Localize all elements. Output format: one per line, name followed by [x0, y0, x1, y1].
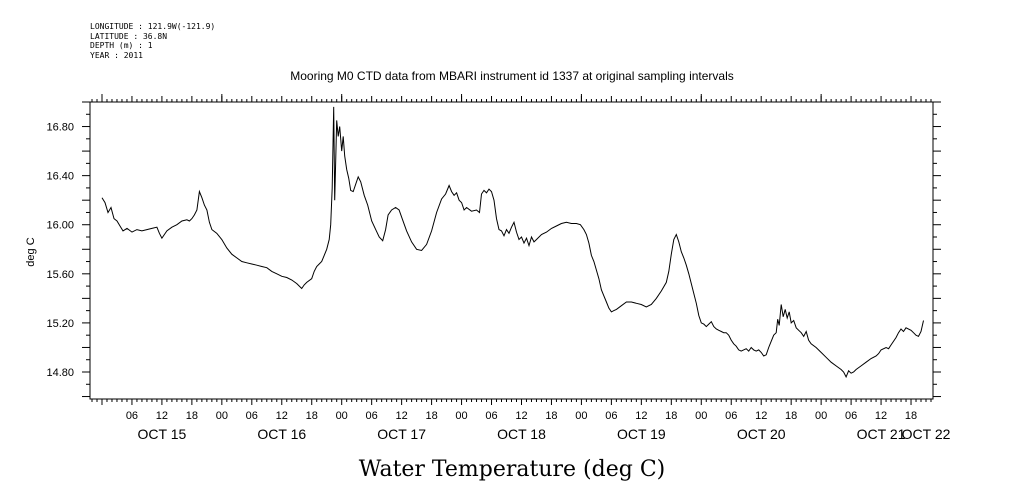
x-hour-label: 00 — [695, 410, 707, 422]
axes-group: 14.80 15.20 15.60 16.00 16.40 16.80 06 12 18 00 06… — [46, 94, 951, 442]
plot-frame — [89, 101, 934, 400]
x-day-label: OCT 15 — [138, 426, 187, 442]
y-tick-label: 16.00 — [46, 220, 74, 232]
series-group — [101, 106, 924, 379]
x-hour-label: 12 — [156, 410, 168, 422]
x-hour-label: 00 — [216, 410, 228, 422]
y-tick-label: 16.40 — [46, 171, 74, 183]
x-hour-label: 18 — [186, 410, 198, 422]
x-day-label: OCT 21 — [857, 426, 906, 442]
x-hour-label: 06 — [366, 410, 378, 422]
x-hour-label: 06 — [485, 410, 497, 422]
x-hour-label: 12 — [755, 410, 767, 422]
x-hour-label: 18 — [306, 410, 318, 422]
x-hour-label: 06 — [845, 410, 857, 422]
x-hour-label: 18 — [905, 410, 917, 422]
x-day-label: OCT 19 — [617, 426, 666, 442]
x-hour-label: 12 — [276, 410, 288, 422]
chart-title: Mooring M0 CTD data from MBARI instrumen… — [290, 69, 734, 83]
x-axis-label: Water Temperature (deg C) — [359, 457, 666, 482]
longitude-label: LONGITUDE : 121.9W(-121.9) — [90, 22, 216, 31]
x-hour-label: 00 — [815, 410, 827, 422]
x-day-label: OCT 22 — [902, 426, 951, 442]
x-day-label: OCT 16 — [257, 426, 306, 442]
y-tick-label: 16.80 — [46, 122, 74, 134]
x-hour-label: 18 — [785, 410, 797, 422]
x-hour-label: 12 — [635, 410, 647, 422]
series-line — [101, 106, 924, 379]
x-hour-label: 06 — [126, 410, 138, 422]
x-hour-label: 12 — [396, 410, 408, 422]
x-hour-label: 18 — [425, 410, 437, 422]
year-label: YEAR : 2011 — [90, 50, 143, 60]
x-hour-label: 06 — [246, 410, 258, 422]
x-hour-label: 06 — [605, 410, 617, 422]
x-day-label: OCT 20 — [737, 426, 786, 442]
latitude-label: LATITUDE : 36.8N — [90, 31, 168, 41]
y-tick-label: 15.60 — [46, 269, 74, 281]
x-day-label: OCT 18 — [497, 426, 546, 442]
x-hour-label: 00 — [455, 410, 467, 422]
x-hour-label: 12 — [875, 410, 887, 422]
x-hour-label: 00 — [336, 410, 348, 422]
y-tick-label: 15.20 — [46, 318, 74, 330]
x-hour-label: 12 — [515, 410, 527, 422]
x-hour-label: 18 — [545, 410, 557, 422]
x-day-label: OCT 17 — [377, 426, 426, 442]
x-hour-label: 06 — [725, 410, 737, 422]
depth-label: DEPTH (m) : 1 — [90, 41, 153, 50]
y-tick-label: 14.80 — [46, 367, 74, 379]
metadata-block: LONGITUDE : 121.9W(-121.9) LATITUDE : 36… — [90, 22, 215, 60]
y-axis-label: deg C — [25, 237, 37, 266]
x-hour-label: 18 — [665, 410, 677, 422]
x-hour-label: 00 — [575, 410, 587, 422]
